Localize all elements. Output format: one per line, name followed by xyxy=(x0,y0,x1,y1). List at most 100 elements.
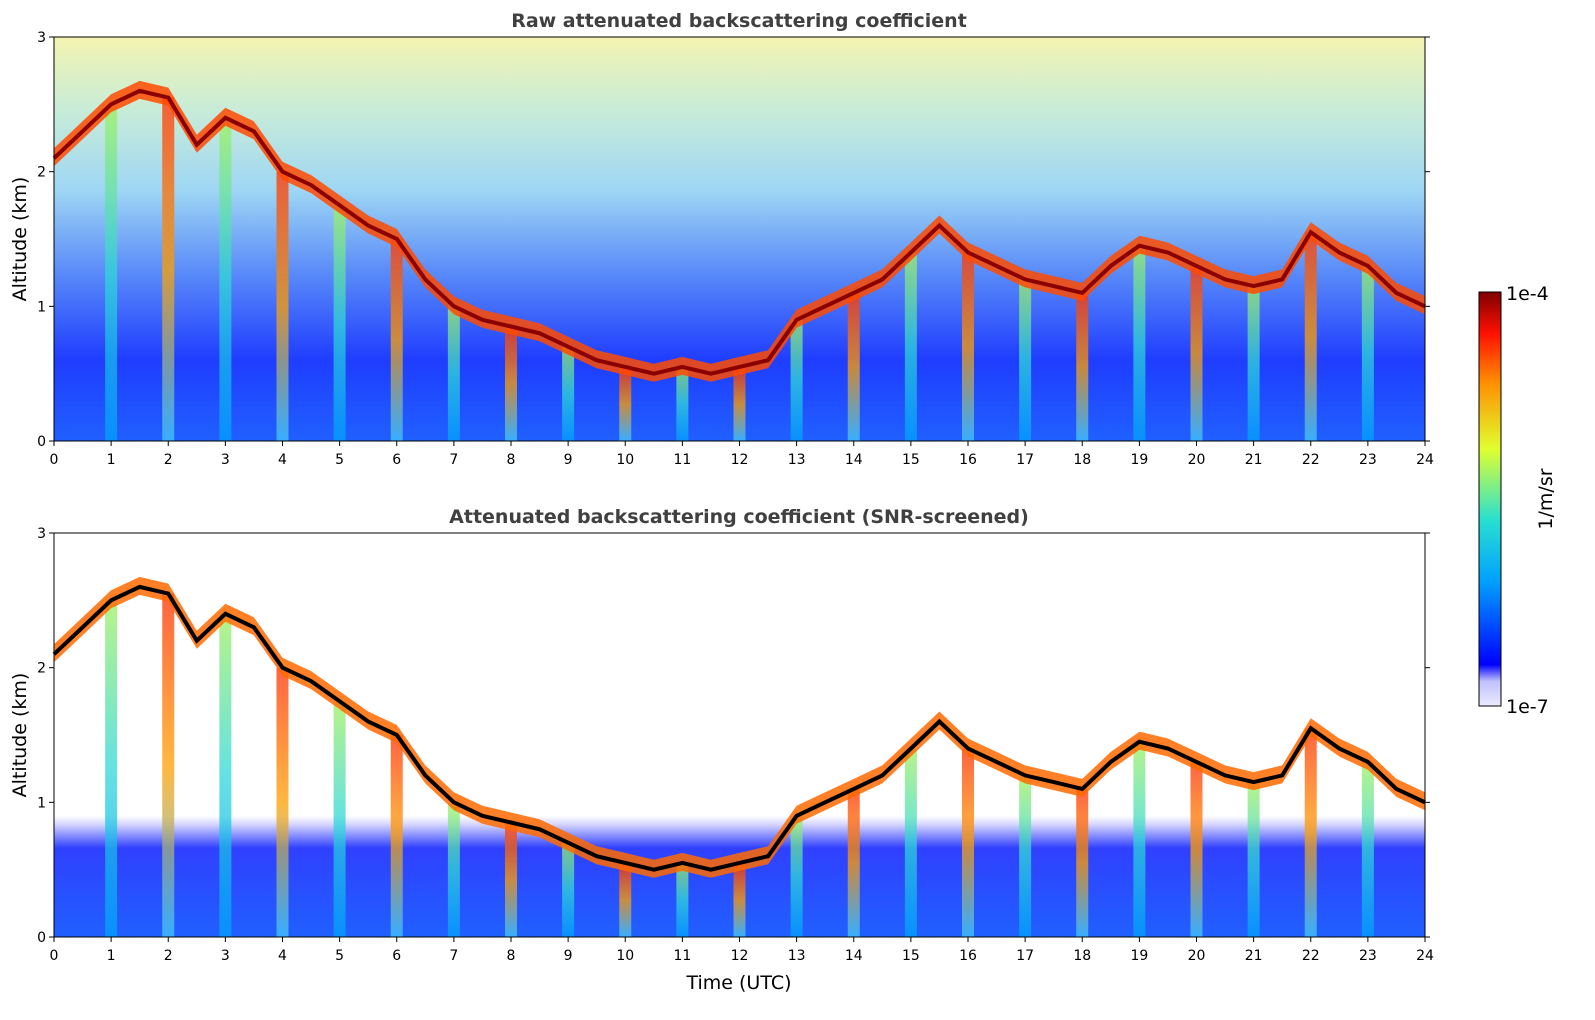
backscatter-column xyxy=(105,600,118,937)
x-tick-label: 6 xyxy=(392,452,401,468)
raw-y-axis-label: Altitude (km) xyxy=(9,177,31,302)
x-tick-label: 19 xyxy=(1130,452,1148,468)
backscatter-column xyxy=(1076,788,1089,937)
y-tick-label: 3 xyxy=(37,526,46,542)
screened-panel-title: Attenuated backscattering coefficient (S… xyxy=(449,506,1029,528)
x-tick-label: 23 xyxy=(1359,948,1377,964)
screened-backscatter-panel: Attenuated backscattering coefficient (S… xyxy=(9,506,1434,994)
x-tick-label: 1 xyxy=(107,452,116,468)
x-tick-label: 18 xyxy=(1073,452,1091,468)
y-tick-label: 0 xyxy=(37,930,46,946)
backscatter-column xyxy=(505,326,517,441)
backscatter-column xyxy=(219,117,232,442)
x-tick-label: 21 xyxy=(1245,948,1263,964)
backscatter-column xyxy=(676,862,689,937)
x-tick-label: 15 xyxy=(902,948,920,964)
backscatter-column xyxy=(962,252,974,441)
backscatter-column xyxy=(1247,782,1260,937)
raw-y-ticks: 0 1 2 3 xyxy=(37,30,1430,450)
x-tick-label: 21 xyxy=(1245,452,1263,468)
backscatter-column xyxy=(676,366,689,441)
x-tick-label: 24 xyxy=(1416,452,1434,468)
x-tick-label: 8 xyxy=(507,452,516,468)
colorbar-unit-label: 1/m/sr xyxy=(1535,468,1557,529)
backscatter-column xyxy=(1247,286,1260,441)
screened-cloud-layer xyxy=(52,576,1426,937)
cloud-base-line xyxy=(52,584,1426,872)
colorbar-max-label: 1e-4 xyxy=(1506,283,1549,305)
x-tick-label: 6 xyxy=(392,948,401,964)
backscatter-column xyxy=(1019,775,1032,937)
backscatter-column xyxy=(1133,245,1146,441)
x-tick-label: 14 xyxy=(845,452,863,468)
x-tick-label: 15 xyxy=(902,452,920,468)
x-axis-label: Time (UTC) xyxy=(685,972,791,994)
backscatter-column xyxy=(1190,265,1203,441)
backscatter-column xyxy=(1361,265,1374,441)
y-tick-label: 0 xyxy=(37,434,46,450)
backscatter-column xyxy=(1361,761,1374,937)
backscatter-column xyxy=(505,822,517,937)
x-tick-label: 8 xyxy=(507,948,516,964)
backscatter-column xyxy=(619,366,632,441)
backscatter-column xyxy=(162,593,175,937)
backscatter-column xyxy=(162,97,175,441)
backscatter-column xyxy=(219,613,232,937)
x-tick-label: 12 xyxy=(731,948,749,964)
backscatter-column xyxy=(562,842,575,937)
x-tick-label: 0 xyxy=(50,452,59,468)
x-tick-label: 5 xyxy=(335,452,344,468)
screened-x-ticks: 0 1 2 3 4 5 6 7 8 9 10 11 12 13 14 15 16 17 18 19 20 21 22 23 24 xyxy=(50,937,1434,964)
backscatter-column xyxy=(733,862,746,937)
backscatter-column xyxy=(962,748,974,937)
backscatter-column xyxy=(1304,728,1317,937)
x-tick-label: 3 xyxy=(221,948,230,964)
backscatter-column xyxy=(1133,741,1146,937)
x-tick-label: 17 xyxy=(1016,948,1034,964)
x-tick-label: 17 xyxy=(1016,452,1034,468)
x-tick-label: 1 xyxy=(107,948,116,964)
backscatter-column xyxy=(1304,232,1317,441)
x-tick-label: 2 xyxy=(164,452,173,468)
x-tick-label: 19 xyxy=(1130,948,1148,964)
colorbar-min-label: 1e-7 xyxy=(1506,696,1549,718)
cloud-base-line xyxy=(52,88,1426,376)
x-tick-label: 7 xyxy=(449,452,458,468)
x-tick-label: 7 xyxy=(449,948,458,964)
y-tick-label: 2 xyxy=(37,661,46,677)
backscatter-column xyxy=(276,171,289,441)
backscatter-column xyxy=(847,292,860,441)
x-tick-label: 22 xyxy=(1302,948,1320,964)
backscatter-column xyxy=(790,815,803,937)
y-tick-label: 1 xyxy=(37,795,46,811)
screened-y-ticks: 0 1 2 3 xyxy=(37,526,1430,946)
x-tick-label: 13 xyxy=(788,948,806,964)
x-tick-label: 24 xyxy=(1416,948,1434,964)
backscatter-column xyxy=(790,319,803,441)
x-tick-label: 16 xyxy=(959,452,977,468)
x-tick-label: 2 xyxy=(164,948,173,964)
backscatter-column xyxy=(1019,279,1032,441)
x-tick-label: 11 xyxy=(673,948,691,964)
backscatter-column xyxy=(447,802,460,937)
x-tick-label: 10 xyxy=(616,948,634,964)
backscatter-column xyxy=(276,667,289,937)
backscatter-column xyxy=(390,735,403,937)
backscatter-column xyxy=(1190,761,1203,937)
x-tick-label: 4 xyxy=(278,452,287,468)
raw-backscatter-panel: Raw attenuated backscattering coefficien… xyxy=(9,10,1434,468)
y-tick-label: 2 xyxy=(37,165,46,181)
y-tick-label: 3 xyxy=(37,30,46,46)
backscatter-column xyxy=(333,701,346,937)
backscatter-column xyxy=(390,239,403,441)
backscatter-column xyxy=(447,306,460,441)
colorbar-gradient xyxy=(1478,291,1502,707)
x-tick-label: 9 xyxy=(564,452,573,468)
x-tick-label: 16 xyxy=(959,948,977,964)
x-tick-label: 12 xyxy=(731,452,749,468)
x-tick-label: 18 xyxy=(1073,948,1091,964)
x-tick-label: 11 xyxy=(673,452,691,468)
backscatter-column xyxy=(904,252,917,441)
x-tick-label: 4 xyxy=(278,948,287,964)
